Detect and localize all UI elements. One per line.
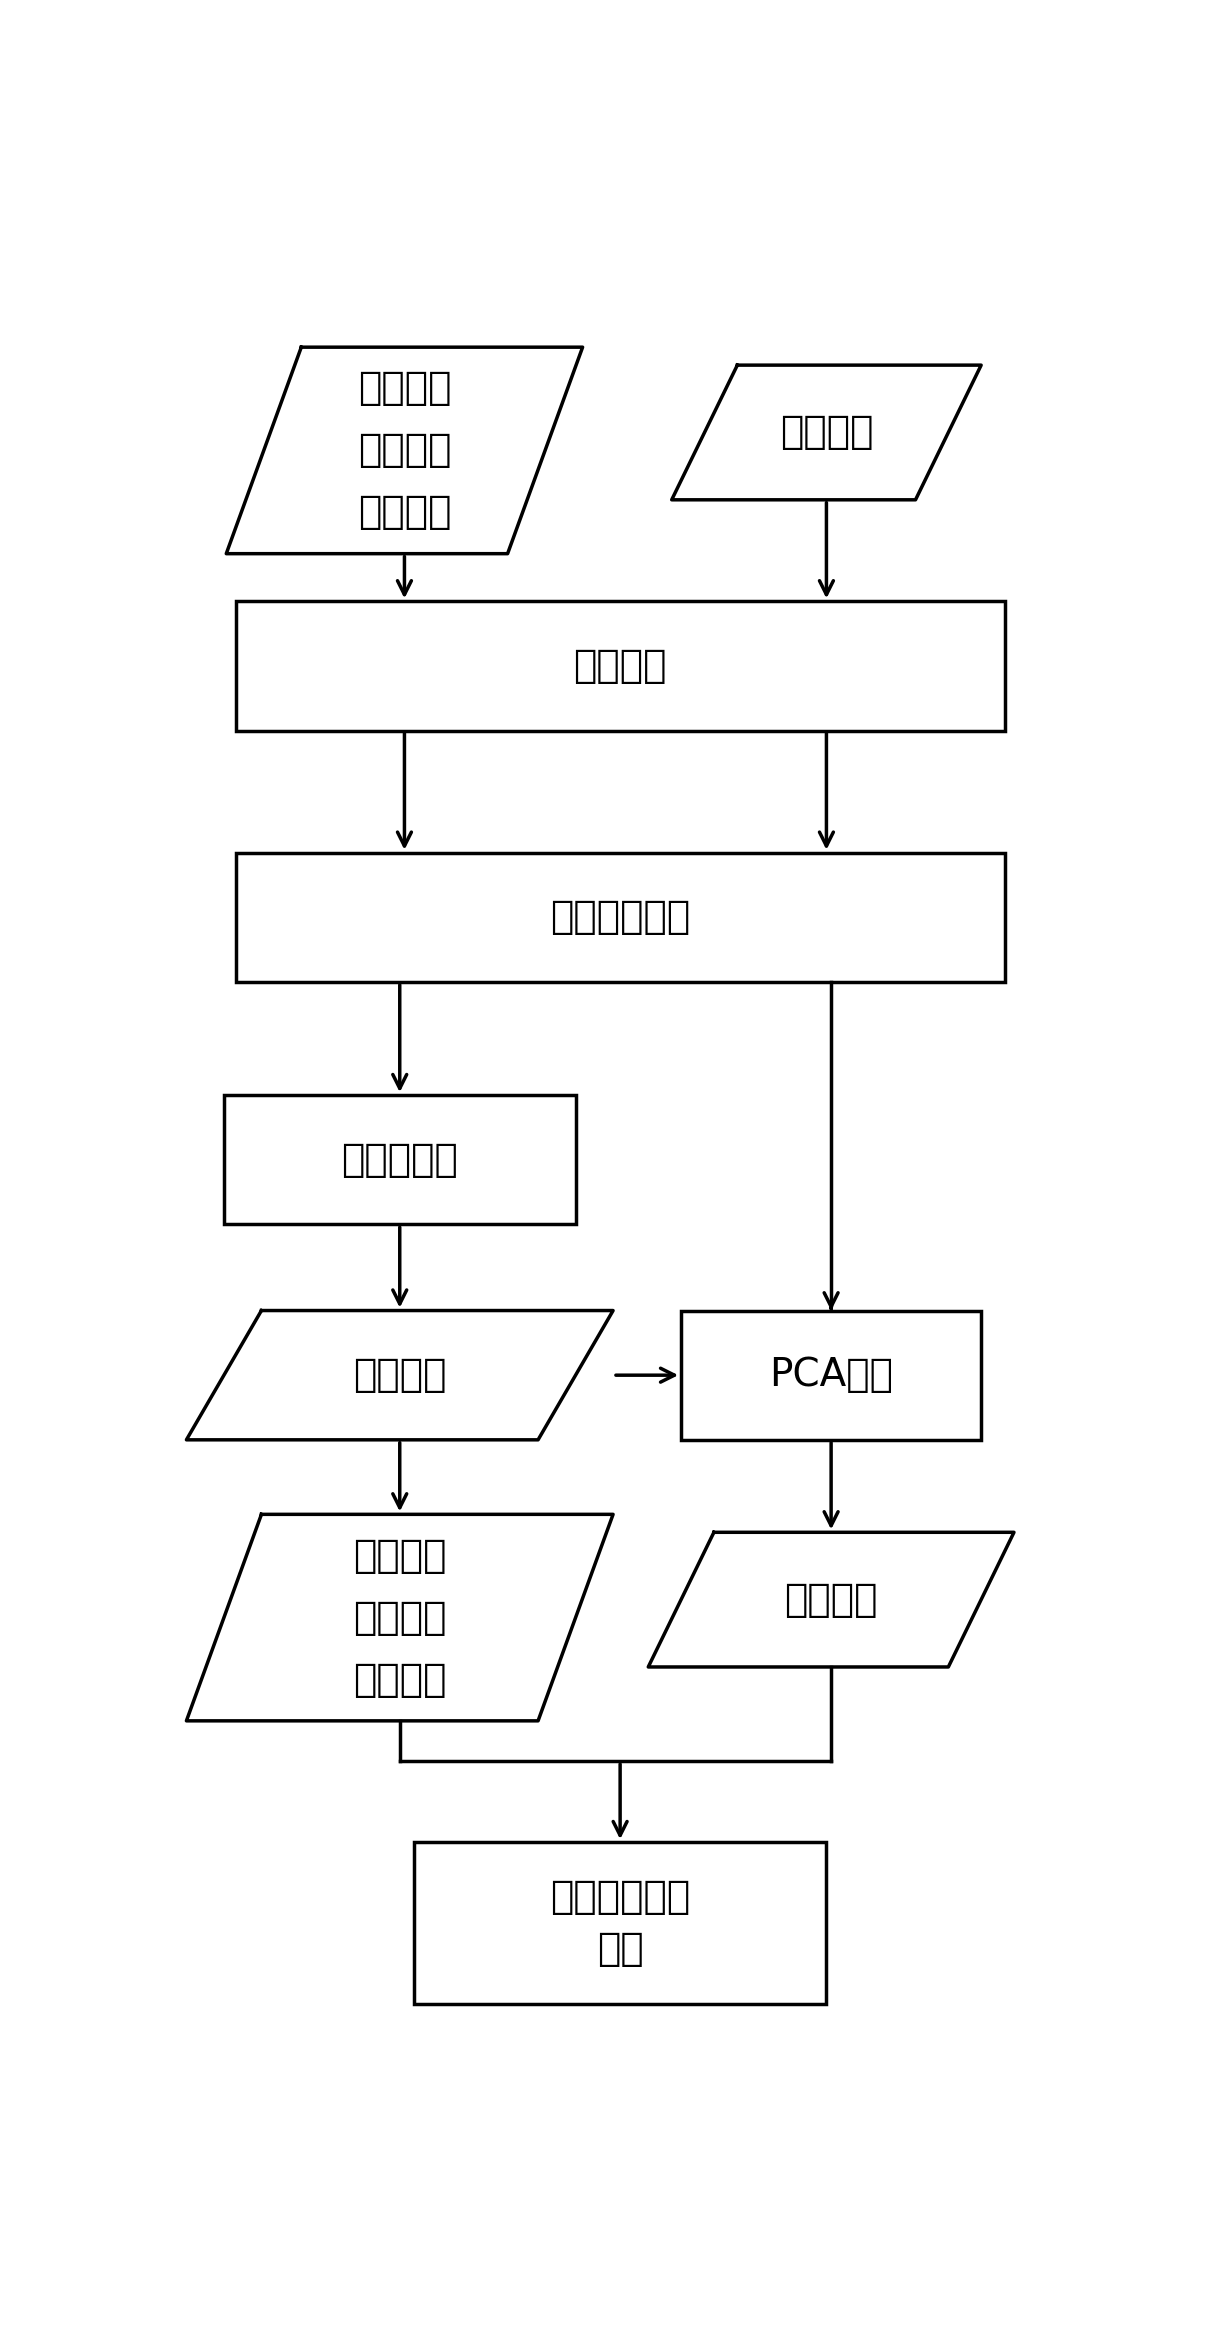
Text: 样本采样: 样本采样: [358, 494, 451, 532]
Text: 光谱数据: 光谱数据: [358, 431, 451, 469]
Text: 聚类中心: 聚类中心: [353, 1660, 446, 1698]
Bar: [681, 1311, 981, 1439]
Text: 计算距离识别: 计算距离识别: [551, 1877, 690, 1917]
Text: 多元散射校正: 多元散射校正: [551, 898, 690, 935]
Text: 降维光谱: 降维光谱: [784, 1581, 878, 1618]
Text: 不同目标: 不同目标: [353, 1537, 446, 1574]
Text: PCA降维: PCA降维: [770, 1357, 893, 1395]
Bar: [236, 854, 1004, 982]
Text: 不同目标: 不同目标: [358, 368, 451, 408]
Text: 辐射定标: 辐射定标: [574, 646, 667, 686]
Bar: [414, 1842, 826, 2003]
Text: 转换矩阵: 转换矩阵: [353, 1357, 446, 1395]
Text: 目标: 目标: [597, 1929, 644, 1968]
Text: 主成分分析: 主成分分析: [341, 1140, 459, 1178]
Bar: [236, 602, 1004, 730]
Text: 降维光谱: 降维光谱: [353, 1600, 446, 1637]
Bar: [224, 1096, 576, 1224]
Text: 待测光谱: 待测光谱: [779, 413, 874, 452]
